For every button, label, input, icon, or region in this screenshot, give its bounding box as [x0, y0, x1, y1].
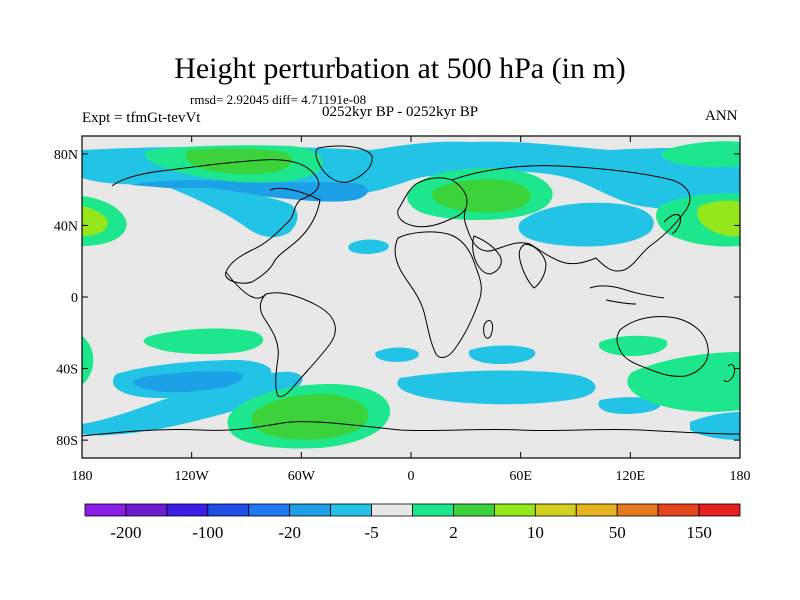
lon-tick-label: 0 [408, 469, 415, 484]
coast-antarctica [82, 421, 740, 437]
colorbar-swatch [84, 503, 127, 517]
plot-title: Height perturbation at 500 hPa (in m) [174, 52, 626, 85]
contour-positive-arctic-east [661, 141, 740, 168]
lon-tick-label: 180 [72, 469, 93, 484]
colorbar-swatch [616, 503, 659, 517]
colorbar-swatch [166, 503, 209, 517]
coast-africa [394, 231, 482, 358]
colorbar: -200 -100 -20 -5 2 10 50 150 [84, 503, 741, 542]
colorbar-swatch [698, 503, 741, 517]
coast-indonesia [589, 285, 665, 305]
contour-negative-south-pacific-core [133, 371, 243, 393]
colorbar-swatch [289, 503, 332, 517]
coast-north-america [111, 159, 321, 284]
colorbar-swatch [371, 503, 413, 517]
colorbar-swatch [575, 503, 618, 517]
colorbar-swatch [412, 503, 454, 517]
contour-negative-asia [518, 202, 654, 247]
coast-central-america [225, 271, 267, 299]
coast-arabia [472, 235, 502, 275]
colorbar-label: -20 [278, 523, 301, 542]
map-axes: 80N 40N 0 40S 80S 180 120W 60W 0 60E 120E 180 [54, 136, 751, 484]
colorbar-label: 2 [449, 523, 458, 542]
coast-asia [451, 165, 691, 272]
contour-positive-south-atlantic [143, 328, 264, 355]
stats-label: rmsd= 2.92045 diff= 4.71191e-08 [190, 92, 367, 107]
colorbar-label: 10 [527, 523, 544, 542]
contour-negative-namerica [170, 188, 298, 238]
contour-positive-west-edge [82, 336, 94, 384]
lon-tick-label: 60E [509, 469, 532, 484]
lat-tick-label: 40S [56, 363, 78, 378]
lat-tick-label: 80S [56, 434, 78, 449]
coast-australia [616, 316, 709, 377]
contour-positive-npacific-west-mid [82, 206, 108, 236]
contour-negative-south-indian-2 [598, 397, 661, 414]
contour-positive-eurasia-core [431, 179, 531, 213]
lon-tick-label: 120E [616, 469, 646, 484]
coast-japan [663, 213, 681, 235]
lat-tick-label: 80N [54, 148, 78, 163]
coast-south-america [259, 292, 336, 397]
coast-india [518, 243, 547, 289]
colorbar-label: 150 [686, 523, 712, 542]
contour-positive-south-australia [627, 352, 740, 412]
colorbar-label: 50 [609, 523, 626, 542]
colorbar-swatch [534, 503, 577, 517]
lon-tick-label: 180 [730, 469, 751, 484]
coast-new-zealand [723, 363, 735, 383]
colorbar-swatch [207, 503, 250, 517]
colorbar-swatch [493, 503, 536, 517]
contour-negative-indian [468, 345, 536, 364]
colorbar-swatch [453, 503, 495, 517]
colorbar-label: -5 [364, 523, 378, 542]
contour-positive-npacific-east-mid [697, 200, 740, 237]
season-label: ANN [705, 108, 738, 124]
colorbar-label: -100 [192, 523, 223, 542]
coastlines [82, 145, 740, 437]
colorbar-swatch [125, 503, 168, 517]
contour-negative-south-indian [397, 370, 596, 405]
map-field [82, 136, 740, 458]
colorbar-swatch [330, 503, 372, 517]
lon-tick-label: 120W [175, 469, 210, 484]
contour-positive-indian [598, 335, 668, 356]
lon-tick-label: 60W [288, 469, 316, 484]
colorbar-label: -200 [110, 523, 141, 542]
period-label: 0252kyr BP - 0252kyr BP [322, 104, 479, 120]
lat-tick-label: 0 [71, 291, 78, 306]
coast-greenland [315, 145, 373, 183]
experiment-label: Expt = tfmGt-tevVt [82, 110, 201, 126]
lat-tick-label: 40N [54, 219, 78, 234]
contour-negative-atlantic-small [348, 239, 389, 254]
colorbar-swatch [657, 503, 700, 517]
contour-negative-south-band [82, 371, 303, 436]
contour-positive-south-atlantic-core [252, 394, 369, 440]
colorbar-swatch [248, 503, 291, 517]
contour-negative-south-atlantic [375, 347, 419, 362]
coast-madagascar [483, 319, 493, 339]
